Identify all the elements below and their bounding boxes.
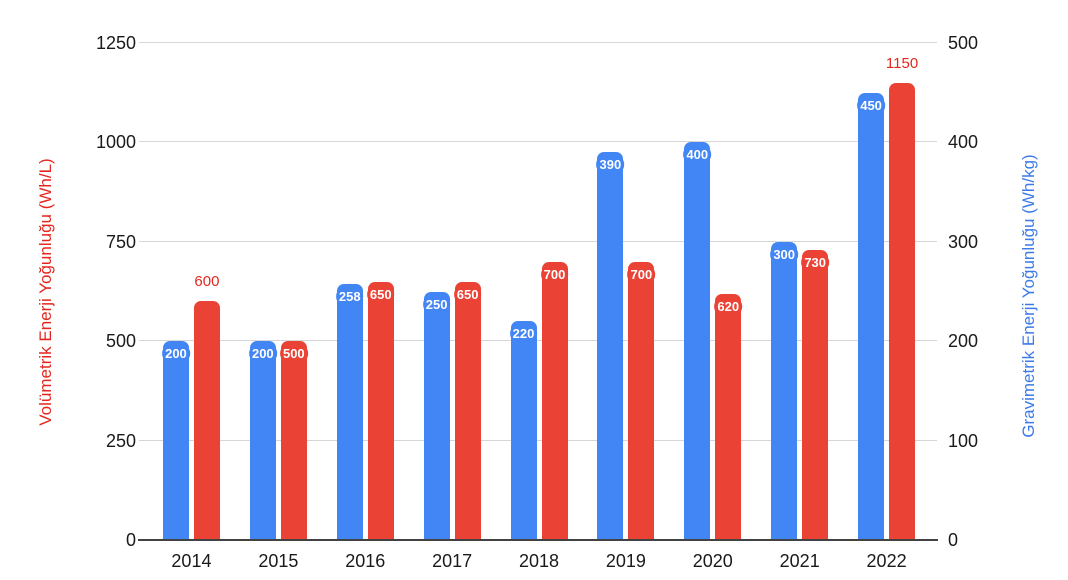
gridline (139, 141, 937, 143)
volumetric-bar-2015: 500 (279, 341, 308, 540)
plot-area: 200 600 200 500 258 650 250 650 220 700 390 700 400 6… (138, 42, 938, 541)
gravimetric-bar-2015: 200 (248, 341, 277, 540)
bar-value-label: 220 (509, 325, 538, 343)
left-axis-tick-labels: 0 250 500 750 1000 1250 (0, 34, 136, 549)
x-axis-label-2022: 2022 (866, 551, 907, 571)
gravimetric-bar-2019: 390 (596, 152, 625, 540)
left-axis-tick: 0 (125, 530, 136, 550)
right-axis-tick: 500 (948, 33, 979, 53)
volumetric-bar-2019: 700 (627, 261, 656, 540)
volumetric-bar-2018: 700 (540, 261, 569, 540)
x-axis-label-2015: 2015 (258, 551, 299, 571)
left-axis-tick: 1250 (95, 33, 136, 53)
left-axis-tick: 750 (105, 231, 136, 252)
volumetric-bar-2022: 1150 (886, 55, 918, 540)
bar-value-label: 400 (683, 146, 712, 164)
left-axis-tick: 250 (105, 430, 136, 451)
bar-group-2022: 450 1150 (843, 43, 930, 540)
bar-group-2016: 258 650 (322, 43, 409, 540)
bar-value-label: 450 (857, 96, 885, 114)
x-axis-label-2020: 2020 (692, 551, 733, 571)
x-axis-label-2018: 2018 (518, 551, 560, 571)
gravimetric-bar-2014: 200 (162, 341, 190, 540)
bar-group-2018: 220 700 (496, 43, 583, 540)
bar-value-label: 258 (335, 287, 364, 305)
x-axis-label-2017: 2017 (432, 551, 473, 571)
bar-group-2019: 390 700 (582, 43, 669, 540)
x-axis-label-2019: 2019 (605, 551, 646, 571)
volumetric-bar-2021: 730 (801, 249, 830, 540)
bar-group-2020: 400 620 (669, 43, 756, 540)
x-axis-baseline (138, 539, 938, 541)
bar-value-label: 700 (540, 265, 569, 283)
gravimetric-bar-2021: 300 (770, 241, 799, 540)
x-axis-label-2021: 2021 (779, 551, 820, 571)
gravimetric-bar-2020: 400 (683, 142, 712, 540)
bar-group-2021: 300 730 (756, 43, 843, 540)
right-axis-tick: 0 (948, 530, 959, 550)
bar-value-label: 500 (279, 345, 308, 363)
right-axis-tick: 100 (948, 430, 979, 451)
bar-value-label: 730 (801, 253, 830, 271)
bar-value-label: 650 (453, 285, 482, 303)
gridline (139, 340, 937, 342)
bar-value-label: 390 (596, 156, 625, 174)
volumetric-bar-2014: 600 (193, 273, 220, 540)
gridline (139, 42, 937, 43)
bar-value-label: 620 (714, 297, 743, 315)
right-axis-tick: 300 (948, 231, 979, 252)
gridline (139, 240, 937, 242)
volumetric-bar-2016: 650 (366, 281, 395, 540)
x-axis-label-2014: 2014 (171, 551, 212, 571)
bar-group-2014: 200 600 (148, 43, 235, 540)
bar-value-label: 300 (770, 245, 799, 263)
left-axis-tick: 1000 (95, 132, 136, 153)
right-axis-tick: 200 (948, 331, 979, 352)
bar-group-2015: 200 500 (235, 43, 322, 540)
volumetric-bar-2017: 650 (453, 281, 482, 540)
bar-value-label: 650 (366, 285, 395, 303)
bar-value-label: 600 (194, 273, 220, 291)
gravimetric-bar-2022: 450 (857, 92, 885, 540)
gravimetric-bar-2016: 258 (335, 283, 364, 540)
bar-value-label: 1150 (885, 54, 919, 72)
gravimetric-bar-2018: 220 (509, 321, 538, 540)
bar-group-2017: 250 650 (409, 43, 496, 540)
volumetric-bar-2020: 620 (714, 293, 743, 540)
gridline (139, 439, 937, 441)
right-axis-tick-labels: 0 100 200 300 400 500 (948, 34, 1038, 549)
left-axis-tick: 500 (105, 331, 136, 352)
bar-value-label: 200 (248, 345, 277, 363)
gravimetric-bar-2017: 250 (422, 291, 451, 540)
bar-value-label: 700 (627, 265, 656, 283)
bar-value-label: 200 (162, 345, 190, 363)
bar-value-label: 250 (422, 295, 451, 313)
x-axis-label-2016: 2016 (345, 551, 386, 571)
right-axis-tick: 400 (948, 132, 979, 153)
x-axis-labels: 2014 2015 2016 2017 2018 2019 2020 2021 2022 (148, 551, 930, 572)
